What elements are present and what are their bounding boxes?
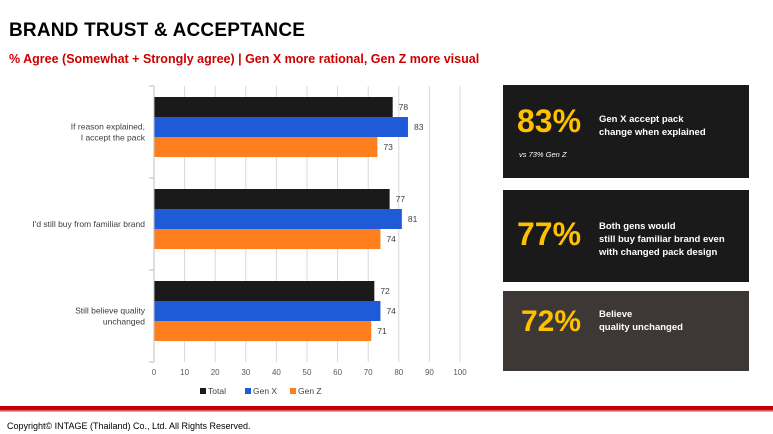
data-label: 83 [414, 122, 424, 132]
legend-swatch [200, 388, 206, 394]
bar-gen-x [154, 117, 408, 137]
stat-card-1: 83% Gen X accept pack change when explai… [503, 85, 749, 178]
bar-gen-z [154, 229, 381, 249]
x-tick-label: 60 [333, 368, 342, 377]
data-label: 71 [377, 326, 387, 336]
legend-label: Gen X [253, 386, 277, 396]
stat-card-1-text: Gen X accept pack change when explained [599, 114, 706, 138]
category-label: If reason explained, [71, 122, 145, 132]
bar-gen-z [154, 137, 378, 157]
x-tick-label: 70 [364, 368, 373, 377]
footer-bar [0, 406, 773, 412]
x-tick-label: 100 [453, 368, 467, 377]
legend-label: Gen Z [298, 386, 322, 396]
legend-label: Total [208, 386, 226, 396]
legend-swatch [290, 388, 296, 394]
bar-total [154, 97, 393, 117]
data-label: 81 [408, 214, 418, 224]
bar-gen-x [154, 301, 381, 321]
page-subtitle: % Agree (Somewhat + Strongly agree) | Ge… [9, 52, 480, 66]
page-title: BRAND TRUST & ACCEPTANCE [9, 20, 306, 41]
bar-total [154, 189, 390, 209]
stat-card-1-value: 83% [517, 103, 582, 139]
category-label: I accept the pack [81, 133, 146, 143]
x-tick-label: 80 [394, 368, 403, 377]
data-label: 77 [396, 194, 406, 204]
bar-gen-z [154, 321, 372, 341]
x-tick-label: 90 [425, 368, 434, 377]
bar-chart: 0 10 20 30 40 50 60 70 80 90 100 78 83 73 If reason ex… [32, 85, 467, 396]
x-tick-label: 40 [272, 368, 281, 377]
x-tick-label: 50 [303, 368, 312, 377]
copyright-text: Copyright© INTAGE (Thailand) Co., Ltd. A… [7, 421, 251, 431]
bar-gen-x [154, 209, 402, 229]
data-label: 78 [399, 102, 409, 112]
category-label: I'd still buy from familiar brand [32, 219, 145, 229]
legend-swatch [245, 388, 251, 394]
data-label: 73 [383, 142, 393, 152]
category-label: Still believe quality [75, 306, 146, 316]
stat-card-2: 77% Both gens would still buy familiar b… [503, 190, 749, 282]
stat-card-3-value: 72% [521, 305, 582, 338]
stat-card-2-value: 77% [517, 216, 582, 252]
stat-card-3-text: Believe quality unchanged [599, 309, 683, 333]
stat-card-3: 72% Believe quality unchanged [503, 291, 749, 371]
stat-card-2-text: Both gens would still buy familiar brand… [599, 221, 725, 258]
data-label: 72 [380, 286, 390, 296]
stat-card-1-note: vs 73% Gen Z [519, 150, 567, 159]
data-label: 74 [386, 306, 396, 316]
bar-total [154, 281, 375, 301]
x-tick-label: 0 [152, 368, 157, 377]
x-tick-label: 10 [180, 368, 189, 377]
data-label: 74 [386, 234, 396, 244]
x-tick-label: 20 [211, 368, 220, 377]
category-label: unchanged [103, 317, 145, 327]
x-tick-label: 30 [241, 368, 250, 377]
